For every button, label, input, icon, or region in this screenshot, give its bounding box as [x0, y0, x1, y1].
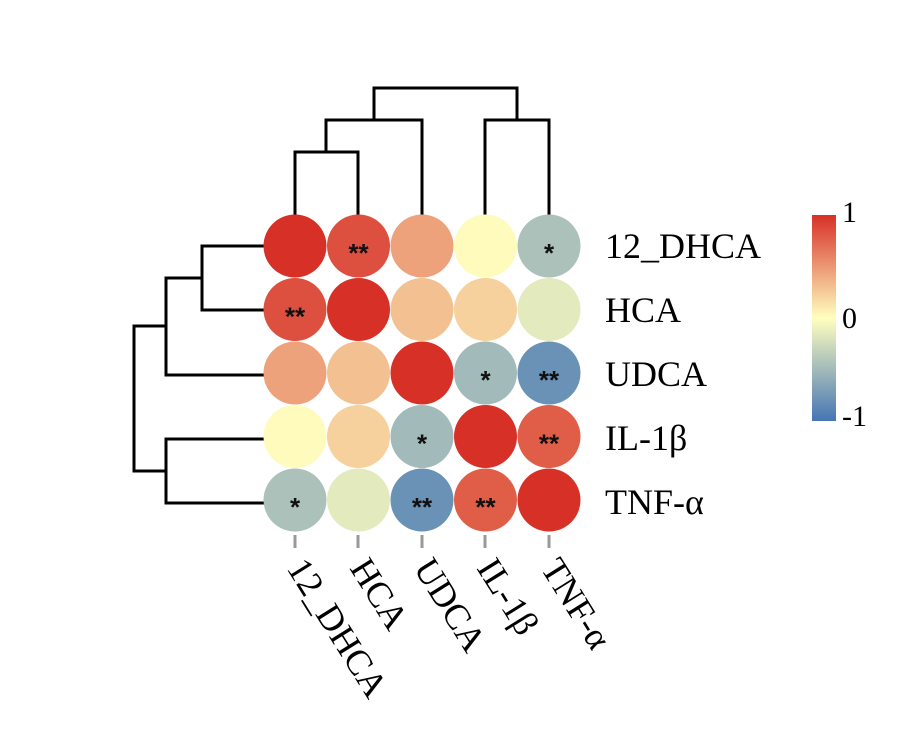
- column-ticks: [293, 535, 551, 548]
- significance-mark: *: [417, 429, 428, 459]
- colorbar-max-label: 1: [842, 196, 857, 229]
- significance-mark: **: [475, 492, 496, 522]
- significance-mark: **: [285, 302, 306, 332]
- heatmap-cell: [517, 278, 581, 341]
- heatmap-cell: [517, 214, 581, 278]
- row-labels: 12_DHCA HCA UDCA IL-1β TNF-α: [605, 226, 761, 522]
- heatmap-cell: [517, 468, 581, 532]
- colorbar-min-label: -1: [842, 400, 867, 433]
- colorbar-gradient: [812, 215, 836, 421]
- row-label: HCA: [605, 290, 681, 330]
- heatmap-cell: [390, 405, 454, 468]
- heatmap-cell: [327, 341, 390, 405]
- heatmap-cell: [390, 468, 454, 532]
- colorbar: 1 0 -1: [812, 196, 867, 433]
- row-dendrogram: [132, 244, 265, 505]
- significance-marks: ** **** *** *** ** **: [285, 238, 560, 522]
- heatmap-cell: [517, 341, 581, 405]
- heatmap-cell: [327, 278, 390, 341]
- row-label: IL-1β: [605, 418, 687, 458]
- heatmap-cell: [454, 405, 517, 468]
- heatmap-cell: [390, 214, 454, 278]
- significance-mark: **: [412, 492, 433, 522]
- heatmap-cell: [327, 468, 390, 532]
- significance-mark: *: [480, 365, 491, 395]
- heatmap-cell: [390, 278, 454, 341]
- row-label: TNF-α: [605, 482, 704, 522]
- heatmap-cell: [263, 278, 327, 341]
- row-label: 12_DHCA: [605, 226, 761, 266]
- heatmap-cells: [263, 214, 581, 532]
- heatmap-cell: [327, 405, 390, 468]
- heatmap-cell: [263, 468, 327, 532]
- column-dendrogram: [293, 86, 551, 215]
- heatmap-cell: [454, 214, 517, 278]
- heatmap-cell: [454, 341, 517, 405]
- significance-mark: *: [290, 492, 301, 522]
- heatmap-cell: [263, 214, 327, 278]
- colorbar-mid-label: 0: [842, 302, 857, 335]
- heatmap-cell: [263, 341, 327, 405]
- heatmap-cell: [263, 405, 327, 468]
- heatmap-cell: [390, 341, 454, 405]
- heatmap-cell: [517, 405, 581, 468]
- heatmap-cell: [327, 214, 390, 278]
- significance-mark: **: [348, 238, 369, 268]
- column-labels: 12_DHCA HCA UDCA IL-1β TNF-α: [279, 551, 619, 705]
- heatmap-cell: [454, 468, 517, 532]
- significance-mark: **: [539, 429, 560, 459]
- significance-mark: *: [544, 238, 555, 268]
- row-label: UDCA: [605, 354, 707, 394]
- significance-mark: **: [539, 365, 560, 395]
- heatmap-cell: [454, 278, 517, 341]
- column-label: TNF-α: [533, 551, 619, 656]
